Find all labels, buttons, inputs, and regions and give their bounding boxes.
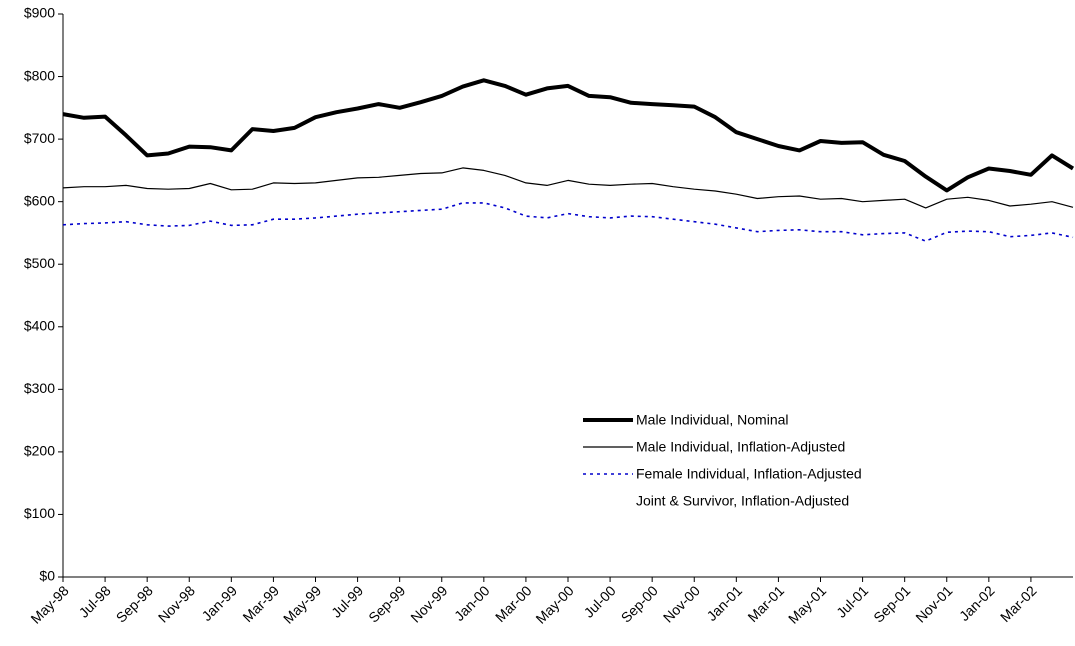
y-tick-label: $800: [24, 67, 55, 83]
x-tick-label: May-99: [280, 582, 324, 626]
x-tick-label: Nov-98: [155, 582, 198, 625]
x-tick-label: Nov-99: [407, 582, 450, 625]
x-tick-label: Jul-99: [328, 582, 366, 620]
x-tick-label: Nov-01: [912, 582, 955, 625]
y-tick-label: $400: [24, 317, 55, 333]
y-tick-label: $600: [24, 192, 55, 208]
x-tick-label: Jan-00: [451, 582, 493, 624]
legend-label: Male Individual, Inflation-Adjusted: [636, 439, 845, 455]
x-tick-label: Jul-00: [581, 582, 619, 620]
y-tick-label: $500: [24, 255, 55, 271]
legend-label: Male Individual, Nominal: [636, 412, 789, 428]
x-tick-label: Mar-01: [744, 582, 787, 625]
y-tick-label: $100: [24, 505, 55, 521]
y-tick-label: $300: [24, 380, 55, 396]
series-line: [62, 202, 1074, 242]
x-tick-label: Sep-99: [365, 582, 408, 625]
x-tick-label: Jan-99: [198, 582, 240, 624]
x-tick-label: Sep-00: [618, 582, 661, 625]
y-tick-label: $0: [39, 568, 55, 584]
x-tick-label: May-00: [532, 582, 576, 626]
legend-label: Female Individual, Inflation-Adjusted: [636, 466, 862, 482]
x-tick-label: Jan-01: [703, 582, 745, 624]
x-tick-label: Jan-02: [956, 582, 998, 624]
y-tick-label: $900: [24, 5, 55, 21]
x-tick-label: Sep-01: [870, 582, 913, 625]
x-tick-label: Jul-98: [76, 582, 114, 620]
x-tick-label: Jul-01: [833, 582, 871, 620]
y-tick-label: $200: [24, 443, 55, 459]
x-tick-label: May-01: [785, 582, 829, 626]
x-tick-label: Nov-00: [660, 582, 703, 625]
series-line: [62, 167, 1074, 209]
legend-label: Joint & Survivor, Inflation-Adjusted: [636, 493, 849, 509]
y-tick-label: $700: [24, 130, 55, 146]
series-line: [62, 78, 1075, 193]
x-tick-label: May-98: [27, 582, 71, 626]
x-tick-label: Mar-00: [492, 582, 535, 625]
x-tick-label: Mar-99: [239, 582, 282, 625]
x-tick-label: Mar-02: [997, 582, 1040, 625]
x-tick-label: Sep-98: [113, 582, 156, 625]
